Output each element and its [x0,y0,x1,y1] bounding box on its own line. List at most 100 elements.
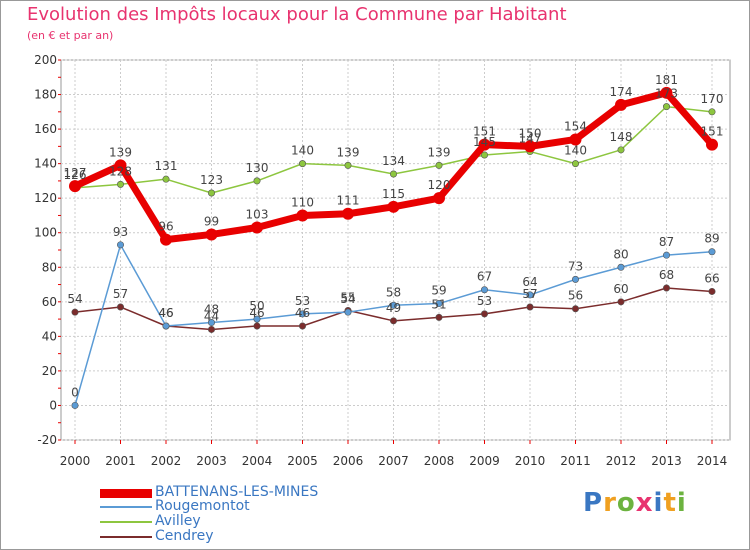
data-label: 139 [337,145,360,159]
data-label: 46 [158,306,173,320]
logo-letter: P [583,488,604,518]
logo-letter: r [603,488,617,518]
x-tick-label: 2002 [151,454,182,468]
y-tick-label: 40 [42,329,57,343]
data-point [387,200,400,213]
data-point [478,138,491,151]
data-point [569,133,582,146]
data-label: 103 [246,208,269,222]
legend-label: Cendrey [155,528,214,544]
data-label: 46 [158,306,173,320]
data-point [298,310,306,318]
y-tick-label: 120 [34,191,57,205]
data-label: 139 [428,145,451,159]
data-point [298,160,306,168]
data-label: 87 [659,235,674,249]
data-point [524,140,536,153]
y-tick-label: 160 [34,122,57,136]
plot-area [60,59,731,441]
x-tick-label: 2012 [606,454,637,468]
logo-letter: x [635,488,654,518]
data-point [660,86,673,99]
data-label: 54 [67,292,82,306]
data-point [617,263,625,271]
data-point [69,180,81,193]
data-label: 174 [610,85,633,99]
data-point [435,161,443,169]
data-point [208,325,216,333]
y-tick-label: 60 [42,295,57,309]
data-label: 44 [204,309,219,323]
logo-letter: o [616,488,636,518]
data-point [389,301,397,309]
data-point [571,275,579,283]
legend-label: BATTENANS-LES-MINES [155,484,319,500]
data-label: 123 [200,173,223,187]
x-tick-label: 2003 [196,454,227,468]
data-label: 51 [431,297,446,311]
data-point [526,291,534,299]
data-point [253,315,261,323]
chart-title: Evolution des Impôts locaux pour la Comm… [27,4,567,25]
data-point [208,189,216,197]
data-label: 145 [473,135,496,149]
data-label: 111 [337,194,360,208]
data-point [662,251,670,259]
data-point [117,180,125,188]
data-point [253,322,261,330]
legend-label: Rougemontot [155,498,250,514]
data-point [253,177,261,185]
data-point [435,313,443,321]
data-label: 57 [113,287,128,301]
data-label: 110 [291,195,314,209]
legend-swatch [100,536,152,538]
data-point [617,146,625,154]
data-label: 80 [613,247,628,261]
data-point [389,170,397,178]
x-tick-label: 2010 [515,454,546,468]
data-point [615,98,627,111]
logo-letter: i [676,488,687,518]
data-point [117,241,125,249]
data-point [389,317,397,325]
data-point [480,286,488,294]
x-tick-label: 2011 [560,454,591,468]
data-label: 99 [204,214,219,228]
y-tick-label: 140 [34,157,57,171]
data-label: 150 [519,126,542,140]
data-point [298,322,306,330]
data-point [160,233,172,246]
x-tick-label: 2001 [105,454,136,468]
x-tick-label: 2013 [651,454,682,468]
x-tick-label: 2004 [242,454,273,468]
x-tick-label: 2007 [378,454,409,468]
data-label: 170 [701,92,724,106]
data-label: 48 [204,303,219,317]
legend-label: Avilley [155,513,201,529]
data-label: 93 [113,225,128,239]
data-point [708,248,716,256]
data-point [71,308,79,316]
data-label: 130 [246,161,269,175]
data-point [708,108,716,116]
data-label: 58 [386,285,401,299]
data-label: 151 [473,125,496,139]
legend-swatch [100,506,152,508]
data-label: 96 [158,220,173,234]
data-label: 173 [655,87,678,101]
data-label: 147 [519,132,542,146]
data-point [162,322,170,330]
data-point [114,159,127,172]
data-label: 0 [71,385,79,399]
logo-letter: i [653,488,664,518]
data-point [117,303,125,311]
data-point [526,303,534,311]
data-label: 151 [701,125,724,139]
data-point [71,401,79,409]
data-point [205,228,218,241]
data-label: 56 [568,289,583,303]
chart-subtitle: (en € et par an) [27,29,114,42]
data-label: 67 [477,270,492,284]
y-tick-label: 0 [49,398,57,412]
